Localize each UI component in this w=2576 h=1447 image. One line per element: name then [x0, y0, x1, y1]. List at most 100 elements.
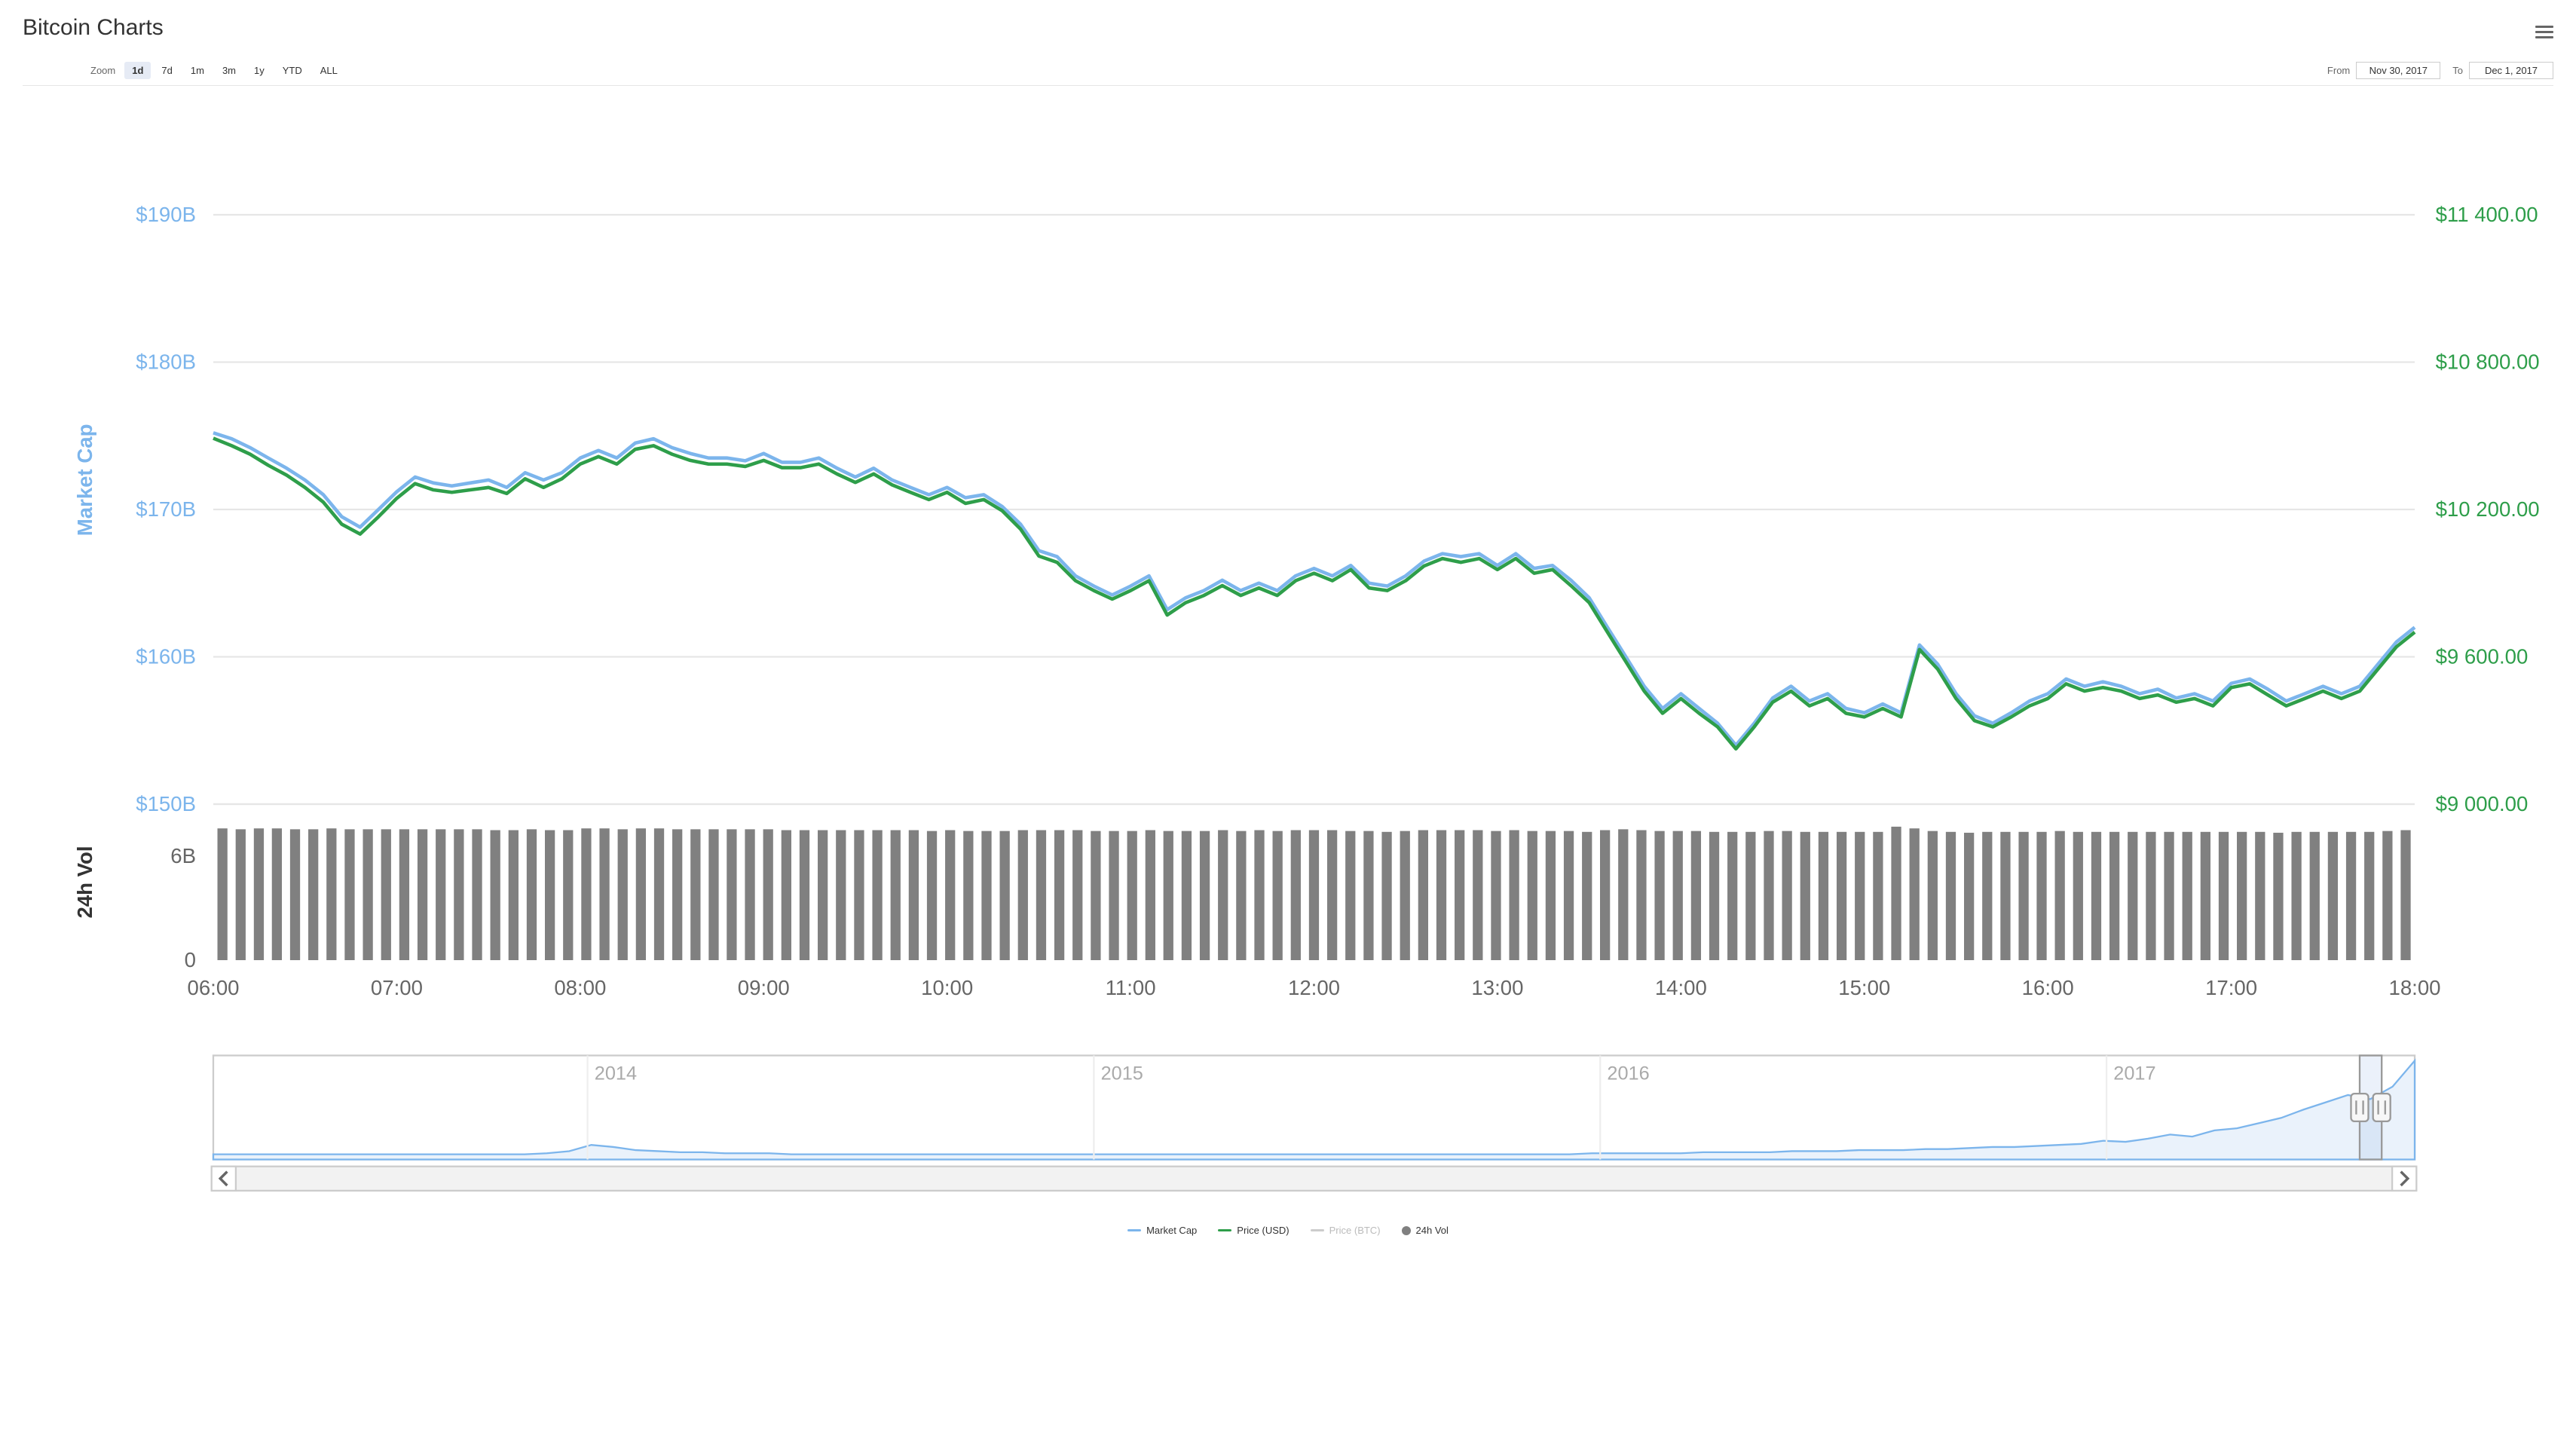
navigator-handle[interactable] [2351, 1094, 2368, 1121]
legend-item-24h-vol[interactable]: 24h Vol [1402, 1225, 1449, 1236]
from-label: From [2327, 65, 2350, 76]
svg-text:09:00: 09:00 [738, 976, 790, 999]
volume-bar [1528, 831, 1537, 960]
volume-bar [1654, 831, 1664, 960]
volume-bar [308, 829, 318, 960]
zoom-1y-button[interactable]: 1y [246, 62, 272, 79]
volume-bar [1146, 831, 1155, 961]
zoom-1m-button[interactable]: 1m [183, 62, 212, 79]
volume-bar [872, 831, 882, 961]
line-swatch-icon [1127, 1229, 1141, 1231]
volume-bar [1673, 831, 1683, 960]
volume-bar [491, 831, 500, 961]
legend-item-market-cap[interactable]: Market Cap [1127, 1225, 1197, 1236]
zoom-7d-button[interactable]: 7d [154, 62, 179, 79]
svg-text:0: 0 [185, 948, 196, 971]
scrollbar-right-button[interactable] [2392, 1167, 2416, 1191]
market-cap-line [213, 433, 2415, 745]
svg-text:2016: 2016 [1607, 1063, 1649, 1084]
legend-label: 24h Vol [1416, 1225, 1449, 1236]
volume-bar [1564, 831, 1574, 960]
volume-bar [1000, 831, 1010, 960]
volume-bar [1455, 831, 1464, 961]
volume-bar [1691, 831, 1701, 960]
svg-text:$180B: $180B [136, 350, 196, 374]
from-date-input[interactable]: Nov 30, 2017 [2356, 62, 2440, 79]
svg-text:16:00: 16:00 [2022, 976, 2074, 999]
volume-bar [981, 831, 991, 960]
volume-bar [1636, 831, 1646, 961]
legend-label: Market Cap [1146, 1225, 1197, 1236]
zoom-3m-button[interactable]: 3m [215, 62, 243, 79]
title-row: Bitcoin Charts [23, 15, 2553, 48]
volume-bar [782, 831, 791, 961]
volume-bar [2328, 832, 2338, 960]
svg-text:14:00: 14:00 [1655, 976, 1707, 999]
chart-container: $150B$160B$170B$180B$190BMarket Cap$9 00… [23, 93, 2553, 1220]
volume-bar [2364, 832, 2374, 960]
svg-text:07:00: 07:00 [371, 976, 423, 999]
svg-text:12:00: 12:00 [1288, 976, 1340, 999]
volume-bar [927, 831, 937, 960]
navigator-handle[interactable] [2373, 1094, 2391, 1121]
volume-bar [1491, 831, 1501, 960]
volume-bar [763, 829, 773, 960]
zoom-ytd-button[interactable]: YTD [275, 62, 310, 79]
legend: Market Cap Price (USD) Price (BTC) 24h Vol [23, 1225, 2553, 1236]
svg-text:08:00: 08:00 [554, 976, 606, 999]
volume-bar [418, 829, 427, 960]
line-swatch-icon [1218, 1229, 1231, 1231]
svg-text:13:00: 13:00 [1471, 976, 1523, 999]
volume-bar [1182, 831, 1192, 960]
legend-label: Price (USD) [1237, 1225, 1289, 1236]
volume-bar [1327, 831, 1337, 961]
svg-text:2015: 2015 [1101, 1063, 1143, 1084]
volume-bar [1509, 831, 1519, 961]
chart-svg[interactable]: $150B$160B$170B$180B$190BMarket Cap$9 00… [23, 93, 2553, 1220]
volume-bar [2400, 831, 2410, 961]
svg-text:$9 600.00: $9 600.00 [2436, 645, 2529, 668]
zoom-1d-button[interactable]: 1d [124, 62, 151, 79]
volume-bar [509, 831, 519, 961]
volume-bar [436, 829, 445, 960]
legend-item-price-usd-[interactable]: Price (USD) [1218, 1225, 1289, 1236]
zoom-all-button[interactable]: ALL [313, 62, 345, 79]
volume-bar [1200, 831, 1210, 960]
chart-menu-icon[interactable] [2535, 23, 2553, 41]
legend-item-price-btc-[interactable]: Price (BTC) [1311, 1225, 1381, 1236]
volume-bar [2055, 831, 2065, 960]
volume-bar [2183, 832, 2192, 960]
volume-bar [1072, 831, 1082, 961]
volume-bar [399, 829, 409, 960]
volume-bar [1964, 833, 1974, 960]
volume-bar [1782, 831, 1792, 960]
volume-bar [1236, 831, 1246, 960]
svg-text:24h Vol: 24h Vol [73, 846, 96, 918]
svg-text:2017: 2017 [2113, 1063, 2155, 1084]
to-date-input[interactable]: Dec 1, 2017 [2469, 62, 2553, 79]
volume-bar [618, 829, 628, 960]
volume-bar [326, 828, 336, 960]
page-title: Bitcoin Charts [23, 15, 164, 41]
navigator-scrollbar[interactable] [213, 1167, 2415, 1191]
volume-bar [1436, 831, 1446, 961]
volume-bar [1982, 832, 1992, 960]
volume-bar [745, 829, 754, 960]
volume-bar [1819, 832, 1828, 960]
volume-bar [1891, 827, 1901, 960]
svg-text:$10 200.00: $10 200.00 [2436, 497, 2540, 521]
volume-bar [2073, 832, 2083, 960]
scrollbar-left-button[interactable] [212, 1167, 236, 1191]
volume-bar [581, 828, 591, 960]
volume-bar [1837, 832, 1846, 960]
volume-bar [1418, 831, 1428, 961]
volume-bar [1345, 831, 1355, 960]
volume-bar [1309, 831, 1319, 961]
svg-text:18:00: 18:00 [2388, 976, 2440, 999]
volume-bar [800, 831, 809, 961]
volume-bar [2382, 831, 2392, 960]
volume-bar [1600, 831, 1610, 961]
volume-bar [218, 828, 228, 960]
volume-bar [1618, 829, 1628, 960]
date-group: From Nov 30, 2017 To Dec 1, 2017 [2315, 62, 2553, 79]
